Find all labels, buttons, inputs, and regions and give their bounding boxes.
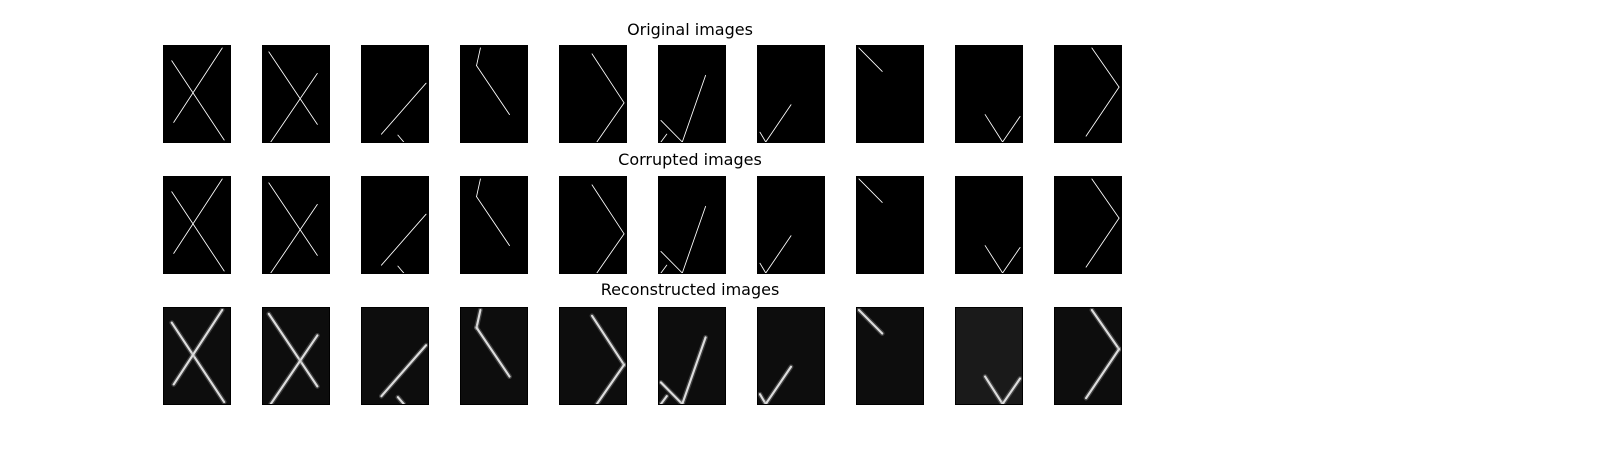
reconstructed-image-9 bbox=[955, 307, 1023, 405]
original-image-2 bbox=[262, 45, 330, 143]
reconstructed-image-6 bbox=[658, 307, 726, 405]
corrupted-image-7 bbox=[757, 176, 825, 274]
reconstructed-image-8 bbox=[856, 307, 924, 405]
corrupted-image-2 bbox=[262, 176, 330, 274]
reconstructed-image-1 bbox=[163, 307, 231, 405]
original-image-9 bbox=[955, 45, 1023, 143]
corrupted-image-5 bbox=[559, 176, 627, 274]
corrupted-image-10 bbox=[1054, 176, 1122, 274]
reconstructed-image-3 bbox=[361, 307, 429, 405]
corrupted-image-8 bbox=[856, 176, 924, 274]
reconstructed-image-2 bbox=[262, 307, 330, 405]
original-image-7 bbox=[757, 45, 825, 143]
corrupted-image-1 bbox=[163, 176, 231, 274]
original-image-1 bbox=[163, 45, 231, 143]
original-image-3 bbox=[361, 45, 429, 143]
original-image-5 bbox=[559, 45, 627, 143]
corrupted-images-title: Corrupted images bbox=[618, 150, 762, 169]
original-image-8 bbox=[856, 45, 924, 143]
original-image-4 bbox=[460, 45, 528, 143]
corrupted-image-3 bbox=[361, 176, 429, 274]
reconstructed-image-10 bbox=[1054, 307, 1122, 405]
original-images-title: Original images bbox=[627, 20, 753, 39]
reconstructed-image-5 bbox=[559, 307, 627, 405]
original-image-10 bbox=[1054, 45, 1122, 143]
corrupted-image-4 bbox=[460, 176, 528, 274]
corrupted-image-6 bbox=[658, 176, 726, 274]
reconstructed-image-4 bbox=[460, 307, 528, 405]
reconstructed-images-title: Reconstructed images bbox=[600, 280, 780, 299]
reconstructed-image-7 bbox=[757, 307, 825, 405]
corrupted-image-9 bbox=[955, 176, 1023, 274]
original-image-6 bbox=[658, 45, 726, 143]
